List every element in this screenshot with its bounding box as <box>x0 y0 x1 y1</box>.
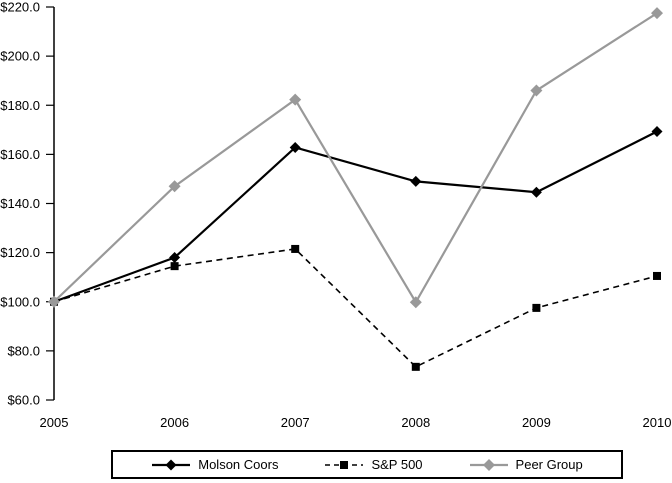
data-point-peer-group <box>651 7 663 20</box>
data-point-peer-group <box>409 296 422 309</box>
y-axis-tick-label: $100.0 <box>0 294 40 309</box>
legend-marker-glyph <box>165 459 177 470</box>
data-point-s-p-500 <box>532 303 541 312</box>
y-axis-tick-label: $180.0 <box>0 98 40 113</box>
legend-label: Molson Coors <box>198 457 279 472</box>
data-point-molson-coors <box>651 126 663 138</box>
series-line-peer-group <box>53 12 658 305</box>
data-point-molson-coors <box>530 186 542 198</box>
legend-item-molson-coors: Molson Coors <box>151 457 278 472</box>
data-point-peer-group <box>48 295 60 308</box>
x-axis-tick-label: 2007 <box>281 415 310 430</box>
legend-marker-peer-group <box>469 458 508 471</box>
legend-label: Peer Group <box>515 457 583 472</box>
data-point-s-p-500 <box>411 362 420 371</box>
legend-marker-molson-coors <box>152 459 191 470</box>
series-peer-group <box>48 7 663 309</box>
data-point-peer-group <box>168 180 181 193</box>
y-axis-tick-label: $220.0 <box>0 0 40 15</box>
y-axis-tick-label: $60.0 <box>7 393 40 408</box>
series-molson-coors <box>48 126 663 308</box>
y-axis-tick-label: $200.0 <box>0 49 40 64</box>
series-line-s-p-500 <box>53 248 658 368</box>
x-axis-tick-label: 2009 <box>522 415 551 430</box>
x-axis-tick-label: 2008 <box>401 415 430 430</box>
y-axis-tick-label: $80.0 <box>7 343 40 358</box>
data-point-s-p-500 <box>291 244 300 253</box>
data-point-s-p-500 <box>653 271 661 280</box>
legend-marker-s-p-500 <box>325 460 364 469</box>
chart-legend: Molson Coors S&P 500 Peer Group <box>111 450 623 479</box>
data-point-molson-coors <box>169 252 181 264</box>
x-axis-tick-label: 2005 <box>40 415 69 430</box>
data-point-molson-coors <box>289 141 301 153</box>
x-axis-tick-label: 2010 <box>643 415 672 430</box>
data-point-s-p-500 <box>170 262 179 271</box>
series-s-p-500 <box>50 244 661 371</box>
legend-item-s-p-500: S&P 500 <box>324 457 423 472</box>
series-line-molson-coors <box>53 130 658 303</box>
legend-item-peer-group: Peer Group <box>469 457 583 472</box>
legend-marker-glyph <box>482 458 495 471</box>
x-axis-tick-label: 2006 <box>160 415 189 430</box>
data-point-molson-coors <box>410 175 422 187</box>
data-point-peer-group <box>530 84 543 97</box>
data-point-peer-group <box>289 93 302 106</box>
y-axis-tick-label: $120.0 <box>0 245 40 260</box>
legend-marker-glyph <box>340 460 349 469</box>
y-axis-tick-label: $160.0 <box>0 147 40 162</box>
legend-label: S&P 500 <box>371 457 423 472</box>
y-axis-tick-label: $140.0 <box>0 196 40 211</box>
